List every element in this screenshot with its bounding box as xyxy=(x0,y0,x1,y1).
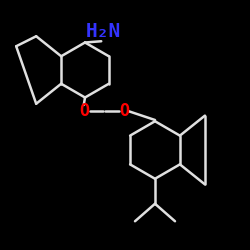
Text: O: O xyxy=(119,102,129,120)
Text: O: O xyxy=(79,102,89,120)
Text: H₂N: H₂N xyxy=(86,22,122,41)
